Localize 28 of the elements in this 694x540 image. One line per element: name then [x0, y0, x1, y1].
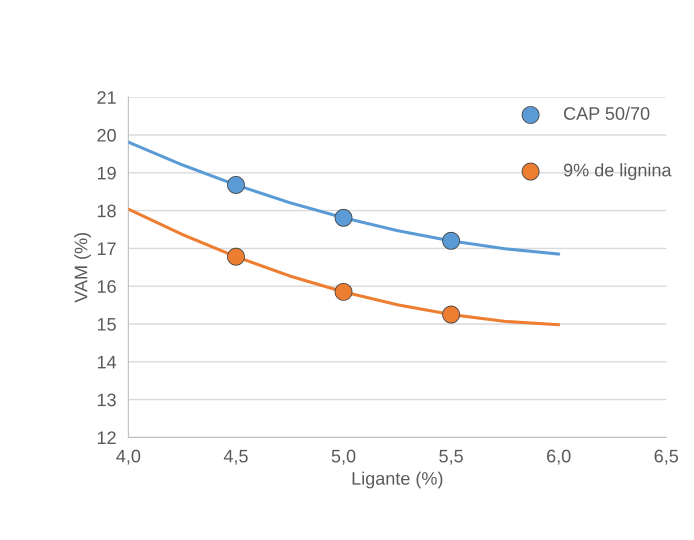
x-tick-label: 4,5	[224, 450, 248, 465]
y-axis-title: VAM (%)	[74, 232, 91, 303]
point	[227, 248, 245, 266]
x-tick-label: 6,0	[547, 450, 571, 465]
legend-label: 9% de lignina	[564, 163, 672, 180]
legend-label: CAP 50/70	[564, 106, 650, 120]
y-tick-label: 18	[98, 204, 116, 218]
point	[227, 176, 245, 194]
point	[442, 232, 460, 250]
y-tick-label: 15	[98, 318, 116, 331]
y-tick-label: 17	[98, 242, 116, 255]
y-tick-label: 16	[98, 280, 116, 293]
x-tick-label: 6,5	[654, 450, 678, 465]
point	[334, 208, 352, 227]
y-tick-label: 19	[98, 166, 116, 180]
line-series	[128, 140, 560, 256]
point	[442, 306, 460, 324]
y-tick-label: 20	[97, 128, 116, 142]
y-tick-label: 21	[97, 91, 116, 104]
x-axis-title: Ligante (%)	[352, 472, 442, 488]
x-tick-label: 5,0	[332, 450, 356, 465]
line-series	[128, 208, 560, 326]
y-tick-label: 14	[98, 356, 116, 368]
x-tick-label: 5,5	[439, 450, 463, 465]
x-tick-label: 4,0	[116, 450, 140, 465]
y-tick-label: 13	[98, 394, 116, 406]
point	[334, 282, 352, 301]
y-tick-label: 12	[98, 431, 116, 444]
